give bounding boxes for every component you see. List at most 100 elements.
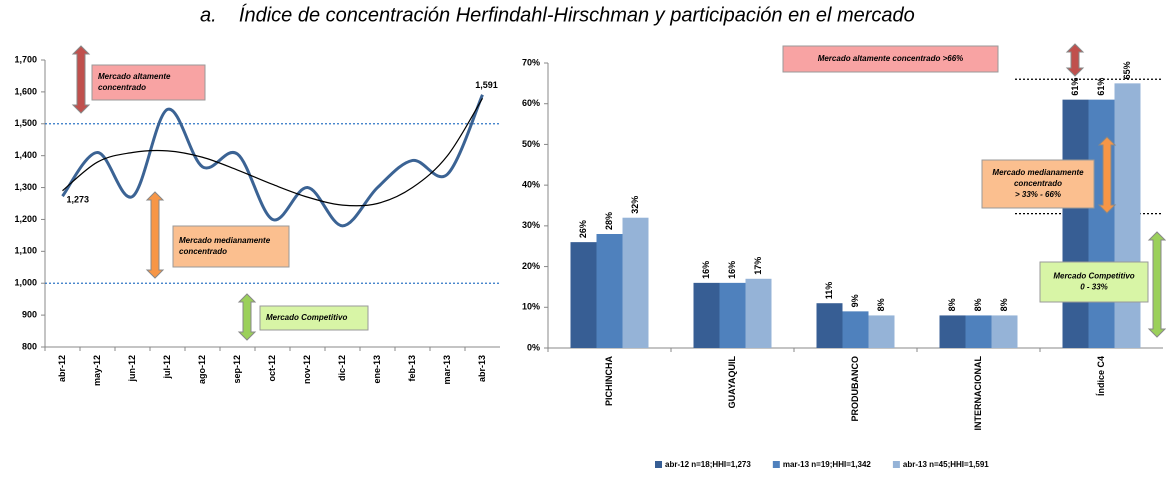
annotation-text: Mercado altamente concentrado >66% [818, 54, 964, 63]
annotation-box [172, 225, 290, 268]
x-tick-label: sep-12 [232, 355, 242, 384]
data-label: 8% [999, 298, 1009, 311]
arrow [1147, 231, 1166, 338]
y-tick-label: 60% [522, 98, 540, 108]
x-tick-label: GUAYAQUIL [727, 356, 737, 409]
arrow [71, 45, 91, 114]
annotation-text: > 33% - 66% [1015, 190, 1061, 199]
y-tick-label: 1,500 [14, 118, 37, 128]
data-label: 26% [578, 220, 588, 238]
data-label: 8% [973, 298, 983, 311]
data-label: 1,273 [67, 195, 90, 205]
y-tick-label: 20% [522, 261, 540, 271]
legend-label: abr-13 n=45;HHI=1,591 [903, 460, 989, 469]
annotation-text: Mercado medianamente [992, 168, 1084, 177]
legend-label: abr-12 n=18;HHI=1,273 [665, 460, 751, 469]
annotation-text: Mercado altamente [98, 72, 171, 81]
x-tick-label: feb-13 [407, 355, 417, 382]
y-tick-label: 30% [522, 220, 540, 230]
data-label: 17% [753, 257, 763, 275]
y-tick-label: 1,000 [14, 278, 37, 288]
y-tick-label: 50% [522, 139, 540, 149]
y-tick-label: 40% [522, 180, 540, 190]
y-tick-label: 0% [527, 342, 540, 352]
data-label: 61% [1096, 78, 1106, 96]
bar [1088, 99, 1115, 349]
annotation-box [1039, 261, 1149, 303]
data-label: 8% [876, 298, 886, 311]
bar [965, 315, 992, 348]
x-tick-label: abr-12 [57, 355, 67, 382]
bar [1062, 99, 1089, 349]
data-label: 28% [604, 212, 614, 230]
data-label: 8% [947, 298, 957, 311]
x-tick-label: Índice C4 [1096, 356, 1106, 396]
annotation-text: Mercado medianamente [179, 236, 271, 245]
arrow [1097, 136, 1117, 214]
y-tick-label: 800 [22, 341, 37, 351]
y-tick-label: 1,100 [14, 246, 37, 256]
bar [719, 282, 746, 348]
data-label: 1,591 [475, 80, 498, 90]
bar [842, 311, 869, 348]
annotation-text: Mercado Competitivo [1053, 272, 1134, 281]
data-label: 61% [1070, 78, 1080, 96]
x-tick-label: dic-12 [337, 355, 347, 381]
x-tick-label: mar-13 [442, 355, 452, 385]
x-tick-label: oct-12 [267, 355, 277, 382]
data-label: 9% [850, 294, 860, 307]
x-tick-label: jul-12 [162, 355, 172, 380]
x-tick-label: may-12 [92, 355, 102, 386]
arrow [145, 191, 165, 279]
bar [816, 303, 843, 348]
page-title: a. Índice de concentración Herfindahl-Hi… [200, 3, 915, 26]
x-tick-label: ene-13 [372, 355, 382, 384]
line [61, 94, 484, 228]
bar [570, 242, 597, 348]
annotation-box [259, 305, 369, 331]
x-tick-label: PICHINCHA [604, 356, 614, 407]
bar [596, 234, 623, 348]
bar [939, 315, 966, 348]
annotation-box [981, 159, 1095, 209]
y-tick-label: 1,700 [14, 54, 37, 64]
data-label: 16% [727, 261, 737, 279]
y-tick-label: 1,200 [14, 214, 37, 224]
annotation-text: concentrado [179, 247, 227, 256]
line [62, 97, 484, 207]
bar [868, 315, 895, 348]
legend-label: mar-13 n=19;HHI=1,342 [783, 460, 872, 469]
x-tick-label: jun-12 [127, 355, 137, 383]
bar [745, 278, 772, 348]
annotation-box [91, 64, 206, 101]
y-tick-label: 10% [522, 302, 540, 312]
legend-swatch [892, 461, 900, 468]
annotation-text: concentrado [1014, 179, 1062, 188]
x-tick-label: abr-13 [477, 355, 487, 382]
annotation-text: Mercado Competitivo [266, 313, 347, 322]
legend-swatch [772, 461, 780, 468]
bar [991, 315, 1018, 348]
y-tick-label: 1,300 [14, 182, 37, 192]
x-tick-label: INTERNACIONAL [973, 356, 983, 431]
bar [693, 282, 720, 348]
x-tick-label: ago-12 [197, 355, 207, 384]
y-tick-label: 1,600 [14, 86, 37, 96]
arrow [1065, 43, 1085, 77]
data-label: 65% [1122, 61, 1132, 79]
data-label: 32% [630, 196, 640, 214]
arrow [237, 293, 257, 341]
annotation-text: 0 - 33% [1080, 283, 1108, 292]
x-tick-label: PRODUBANCO [850, 356, 860, 422]
legend-swatch [655, 461, 662, 468]
annotation-box [782, 45, 999, 73]
data-label: 11% [824, 282, 834, 300]
bar [1114, 83, 1141, 348]
annotation-text: concentrado [98, 83, 146, 92]
y-tick-label: 1,400 [14, 150, 37, 160]
bar [622, 217, 649, 348]
y-tick-label: 70% [522, 57, 540, 67]
y-tick-label: 900 [22, 309, 37, 319]
data-label: 16% [701, 261, 711, 279]
